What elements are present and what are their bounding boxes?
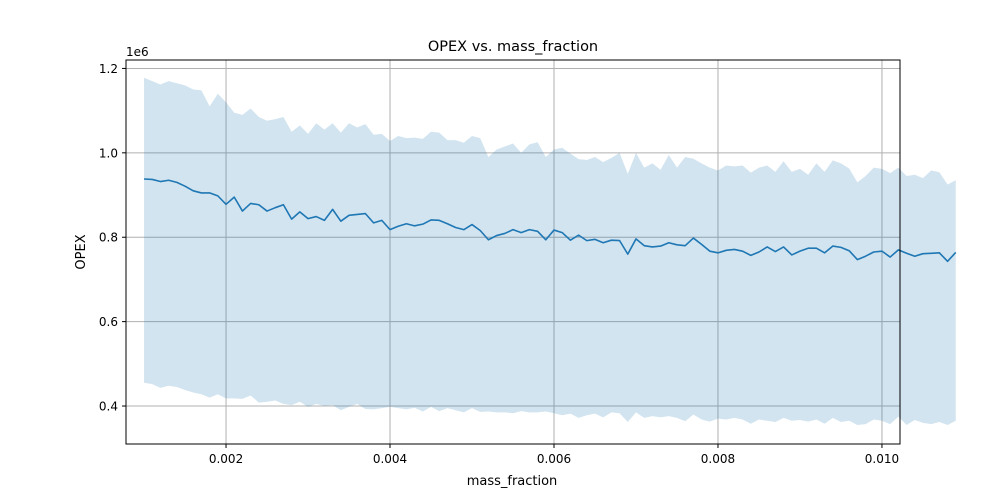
y-offset-text: 1e6 [126, 45, 149, 59]
confidence-band [144, 77, 956, 426]
x-axis-label: mass_fraction [467, 474, 558, 489]
x-tick-label: 0.002 [209, 452, 243, 466]
mean-line [143, 178, 957, 263]
y-axis-label: OPEX [74, 234, 89, 269]
x-tick-label: 0.004 [373, 452, 407, 466]
series-line [143, 178, 957, 263]
y-tick-label: 0.8 [99, 231, 118, 245]
x-tick-label: 0.010 [865, 452, 899, 466]
y-tick-label: 0.4 [99, 400, 118, 414]
plot-frame [125, 59, 901, 445]
axes [125, 59, 901, 445]
band-area [144, 77, 956, 426]
x-axis-ticks: 0.002 0.004 0.006 0.008 0.010 [209, 444, 899, 466]
x-tick-label: 0.008 [701, 452, 735, 466]
x-tick-label: 0.006 [537, 452, 571, 466]
chart-title: OPEX vs. mass_fraction [428, 39, 598, 55]
y-tick-label: 1.2 [99, 62, 118, 76]
y-tick-label: 1.0 [99, 146, 118, 160]
y-axis-ticks: 0.4 0.6 0.8 1.0 1.2 [99, 62, 126, 414]
y-tick-label: 0.6 [99, 315, 118, 329]
